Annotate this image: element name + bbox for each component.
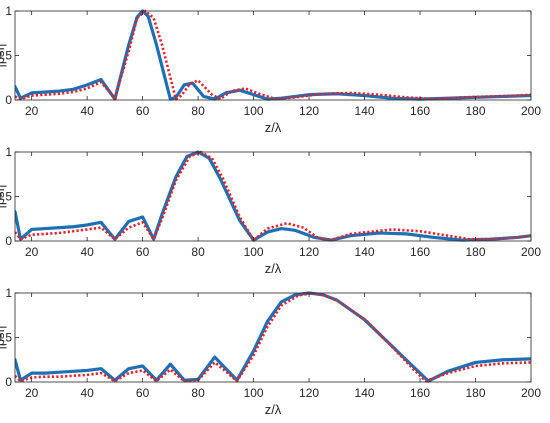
y-axis-label: |psf| [0, 184, 7, 208]
x-tick-label: 80 [191, 245, 205, 259]
x-tick-label: 160 [410, 386, 430, 400]
x-tick-label: 40 [80, 386, 94, 400]
y-tick-label: 1 [5, 145, 12, 159]
dotted-series-line [15, 9, 531, 101]
x-tick-label: 100 [244, 104, 264, 118]
y-axis-label: |psf| [0, 43, 7, 67]
x-tick-label: 60 [136, 386, 150, 400]
solid-series-line [15, 150, 531, 242]
x-tick-label: 60 [136, 245, 150, 259]
x-tick-label: 20 [25, 386, 39, 400]
x-tick-label: 180 [466, 386, 486, 400]
solid-series-line [15, 9, 531, 101]
x-tick-label: 120 [299, 245, 319, 259]
y-tick-label: 0.5 [0, 331, 12, 345]
y-tick-label: 0.5 [0, 49, 12, 63]
x-tick-label: 140 [355, 104, 375, 118]
y-tick-label: 1 [5, 4, 12, 18]
x-axis-label: z/λ [265, 120, 282, 135]
x-axis-label: z/λ [265, 261, 282, 276]
x-tick-label: 200 [521, 104, 541, 118]
subplot-3: 20 40 60 80 100 120 140 160 180 200 0 0.5 1 z/λ |psf| [0, 286, 541, 417]
y-tick-label: 0.5 [0, 190, 12, 204]
x-tick-label: 160 [410, 104, 430, 118]
x-tick-label: 160 [410, 245, 430, 259]
x-tick-label: 120 [299, 104, 319, 118]
y-axis-label: |psf| [0, 325, 7, 349]
x-tick-label: 120 [299, 386, 319, 400]
x-tick-label: 200 [521, 245, 541, 259]
x-tick-label: 180 [466, 104, 486, 118]
x-axis-label: z/λ [265, 402, 282, 417]
x-tick-label: 200 [521, 386, 541, 400]
y-tick-label: 0 [5, 234, 12, 248]
dotted-series-line [15, 291, 531, 383]
x-tick-label: 20 [25, 104, 39, 118]
x-tick-label: 40 [80, 104, 94, 118]
x-tick-label: 180 [466, 245, 486, 259]
x-tick-label: 140 [355, 245, 375, 259]
y-tick-label: 0 [5, 375, 12, 389]
subplot-2: 20 40 60 80 100 120 140 160 180 200 0 0.5 1 z/λ |psf| [0, 145, 541, 276]
y-tick-label: 0 [5, 93, 12, 107]
dotted-series-line [15, 150, 531, 242]
solid-series-line [15, 291, 531, 383]
y-tick-label: 1 [5, 286, 12, 300]
subplot-1: 20 40 60 80 100 120 140 160 180 200 0 0.5 1 z/λ |psf| [0, 4, 541, 135]
x-tick-label: 80 [191, 386, 205, 400]
x-tick-label: 140 [355, 386, 375, 400]
x-tick-label: 100 [244, 245, 264, 259]
x-tick-label: 20 [25, 245, 39, 259]
x-tick-label: 60 [136, 104, 150, 118]
x-tick-label: 100 [244, 386, 264, 400]
x-tick-label: 80 [191, 104, 205, 118]
x-tick-label: 40 [80, 245, 94, 259]
